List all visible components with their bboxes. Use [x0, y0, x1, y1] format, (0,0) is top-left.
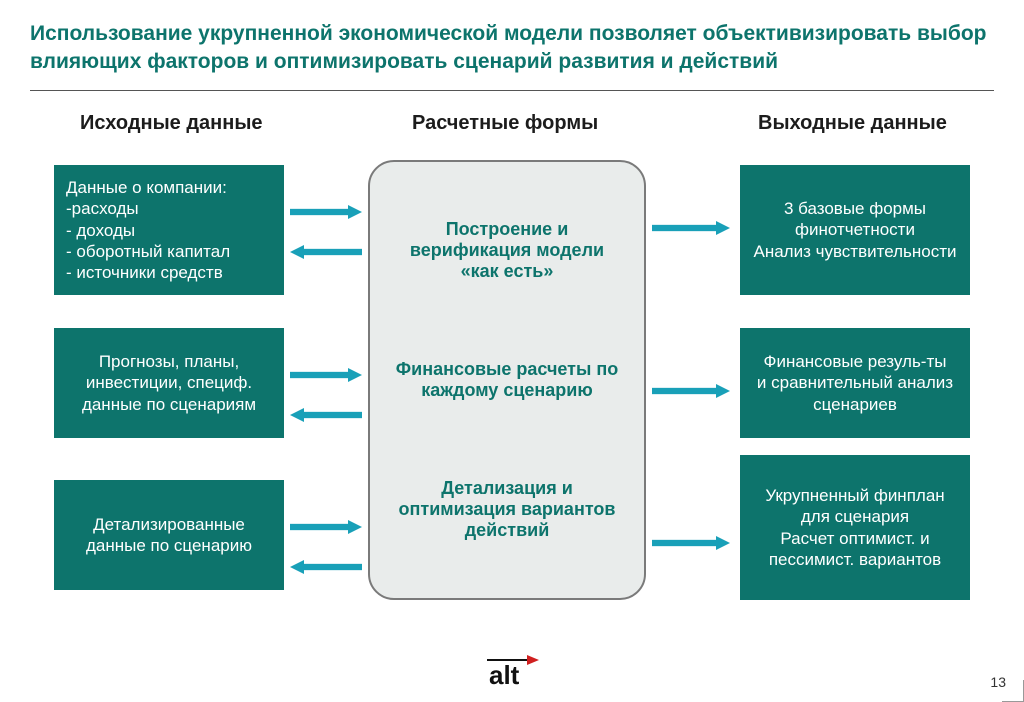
- output-box-3: Укрупненный финплан для сценарияРасчет о…: [740, 455, 970, 600]
- output-box-3-text: Укрупненный финплан для сценарияРасчет о…: [752, 485, 958, 570]
- arrow-out-3: [652, 536, 730, 550]
- slide-title: Использование укрупненной экономической …: [30, 20, 994, 77]
- output-box-2: Финансовые резуль-тыи сравнительный анал…: [740, 328, 970, 438]
- arrow-back-1: [290, 245, 362, 259]
- arrow-in-3: [290, 520, 362, 534]
- center-process-box: Построение и верификация модели «как ест…: [368, 160, 646, 600]
- arrow-back-2: [290, 408, 362, 422]
- arrow-out-2: [652, 384, 730, 398]
- center-item-3: Детализация и оптимизация вариантов дейс…: [390, 478, 624, 541]
- input-box-2-text: Прогнозы, планы, инвестиции, специф. дан…: [66, 351, 272, 415]
- center-item-2: Финансовые расчеты по каждому сценарию: [390, 359, 624, 401]
- arrow-back-3: [290, 560, 362, 574]
- input-box-2: Прогнозы, планы, инвестиции, специф. дан…: [54, 328, 284, 438]
- arrow-in-1: [290, 205, 362, 219]
- arrow-in-2: [290, 368, 362, 382]
- column-heading-input: Исходные данные: [80, 112, 263, 135]
- slide: { "colors": { "teal": "#0d746c", "title"…: [0, 0, 1024, 702]
- column-heading-output: Выходные данные: [758, 112, 947, 135]
- output-box-1: 3 базовые формы финотчетностиАнализ чувс…: [740, 165, 970, 295]
- corner-mark: [1002, 680, 1024, 702]
- output-box-2-text: Финансовые резуль-тыи сравнительный анал…: [752, 351, 958, 415]
- title-rule: [30, 90, 994, 91]
- input-box-1-text: Данные о компании:-расходы- доходы- обор…: [66, 177, 230, 283]
- center-item-1: Построение и верификация модели «как ест…: [390, 219, 624, 282]
- arrow-out-1: [652, 221, 730, 235]
- input-box-1: Данные о компании:-расходы- доходы- обор…: [54, 165, 284, 295]
- svg-text:alt: alt: [489, 660, 520, 688]
- input-box-3: Детализированные данные по сценарию: [54, 480, 284, 590]
- logo: alt: [477, 648, 547, 688]
- column-heading-center: Расчетные формы: [412, 112, 598, 135]
- output-box-1-text: 3 базовые формы финотчетностиАнализ чувс…: [752, 198, 958, 262]
- input-box-3-text: Детализированные данные по сценарию: [66, 514, 272, 557]
